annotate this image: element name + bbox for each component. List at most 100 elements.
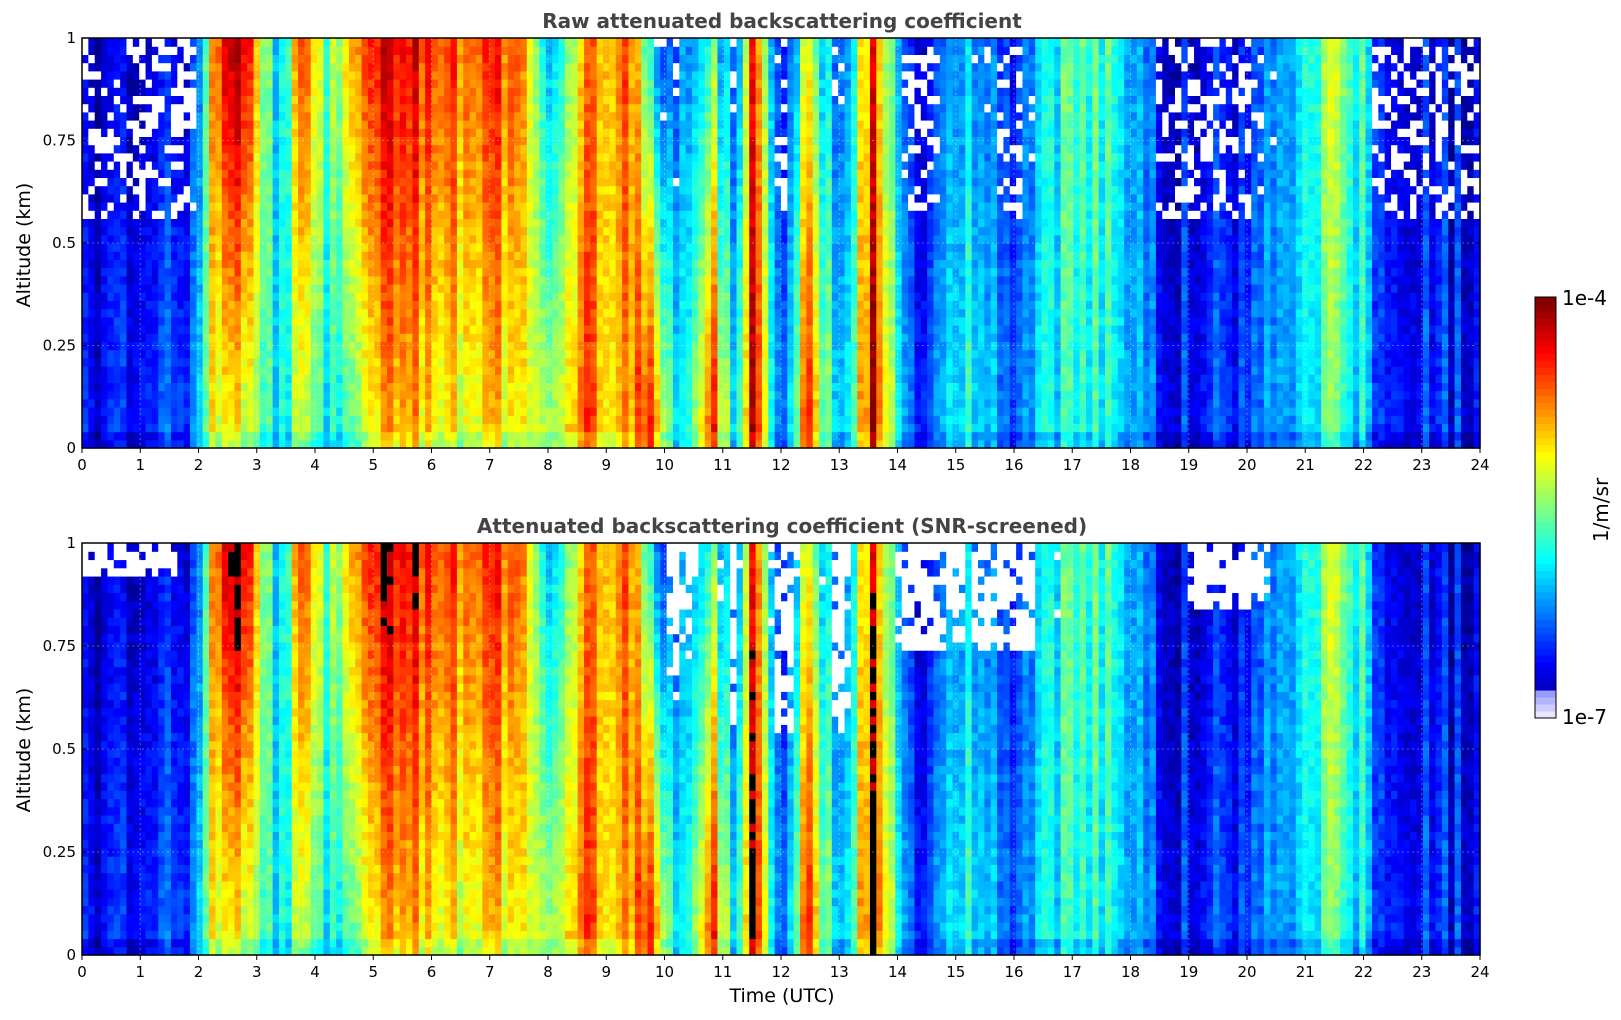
heatmap-cell <box>113 185 121 195</box>
heatmap-cell <box>329 423 337 433</box>
heatmap-cell <box>533 120 541 129</box>
heatmap-cell <box>177 333 185 342</box>
heatmap-cell <box>692 210 699 219</box>
heatmap-cell <box>596 357 604 367</box>
heatmap-cell <box>514 357 522 367</box>
heatmap-cell <box>145 120 153 129</box>
heatmap-cell <box>101 349 109 359</box>
heatmap-cell <box>539 46 547 55</box>
heatmap-cell <box>196 38 204 47</box>
heatmap-cell <box>634 267 642 277</box>
heatmap-cell <box>291 62 299 72</box>
heatmap-cell <box>399 300 407 310</box>
heatmap-cell <box>317 87 325 96</box>
heatmap-cell <box>577 267 585 277</box>
heatmap-cell <box>679 95 687 105</box>
heatmap-cell <box>304 177 312 187</box>
heatmap-cell <box>361 95 369 105</box>
heatmap-cell <box>545 38 553 47</box>
heatmap-cell <box>348 95 356 105</box>
heatmap-cell <box>647 226 655 236</box>
heatmap-cell <box>406 38 414 47</box>
heatmap-cell <box>552 185 560 195</box>
heatmap-cell <box>336 308 344 318</box>
heatmap-cell <box>520 103 528 113</box>
heatmap-cell <box>361 103 369 113</box>
heatmap-cell <box>183 185 191 195</box>
heatmap-cell <box>653 177 661 187</box>
heatmap-cell <box>132 54 140 64</box>
heatmap-cell <box>571 267 579 277</box>
heatmap-cell <box>380 169 388 178</box>
heatmap-cell <box>253 54 261 64</box>
heatmap-cell <box>444 161 452 170</box>
heatmap-cell <box>164 431 172 441</box>
heatmap-cell <box>647 128 655 137</box>
heatmap-cell <box>374 366 382 375</box>
heatmap-cell <box>704 357 712 367</box>
heatmap-cell <box>628 169 636 178</box>
heatmap-cell <box>202 136 210 146</box>
heatmap-cell <box>533 177 541 187</box>
heatmap-cell <box>418 349 426 359</box>
heatmap-cell <box>355 234 363 244</box>
heatmap-cell <box>374 316 382 326</box>
heatmap-cell <box>672 234 680 244</box>
heatmap-cell <box>215 46 223 55</box>
heatmap-cell <box>317 169 325 178</box>
heatmap-cell <box>698 70 706 80</box>
heatmap-cell <box>82 275 89 285</box>
heatmap-cell <box>196 226 204 236</box>
heatmap-cell <box>380 136 388 146</box>
heatmap-cell <box>209 169 217 178</box>
heatmap-cell <box>151 70 159 80</box>
heatmap-cell <box>164 398 172 408</box>
heatmap-cell <box>170 210 178 219</box>
heatmap-cell <box>501 169 509 178</box>
heatmap-cell <box>539 193 547 203</box>
heatmap-cell <box>622 177 630 187</box>
heatmap-cell <box>139 87 147 96</box>
heatmap-cell <box>221 144 229 154</box>
heatmap-cell <box>622 234 630 244</box>
heatmap-cell <box>228 374 236 383</box>
heatmap-cell <box>259 341 267 351</box>
heatmap-cell <box>266 226 274 236</box>
heatmap-cell <box>82 234 89 244</box>
heatmap-cell <box>533 111 541 121</box>
heatmap-cell <box>399 46 407 55</box>
heatmap-cell <box>101 423 109 433</box>
heatmap-cell <box>361 357 369 367</box>
heatmap-cell <box>393 79 401 88</box>
heatmap-cell <box>215 152 223 162</box>
heatmap-cell <box>463 407 471 416</box>
heatmap-cell <box>120 177 128 187</box>
heatmap-cell <box>418 423 426 433</box>
heatmap-cell <box>196 120 204 129</box>
heatmap-cell <box>113 144 121 154</box>
heatmap-cell <box>259 111 267 121</box>
heatmap-cell <box>113 161 121 170</box>
heatmap-cell <box>190 144 197 154</box>
heatmap-cell <box>336 226 344 236</box>
heatmap-cell <box>120 46 128 55</box>
heatmap-cell <box>501 308 509 318</box>
heatmap-cell <box>692 120 699 129</box>
heatmap-cell <box>520 70 528 80</box>
heatmap-cell <box>577 202 585 211</box>
heatmap-cell <box>571 439 579 449</box>
heatmap-cell <box>584 95 591 105</box>
heatmap-cell <box>412 349 420 359</box>
heatmap-cell <box>355 357 363 367</box>
heatmap-cell <box>641 349 649 359</box>
heatmap-cell <box>240 70 248 80</box>
heatmap-cell <box>622 193 630 203</box>
heatmap-cell <box>234 103 242 113</box>
heatmap-cell <box>450 423 458 433</box>
heatmap-cell <box>533 398 541 408</box>
heatmap-cell <box>209 70 217 80</box>
heatmap-cell <box>323 251 331 260</box>
heatmap-cell <box>704 202 712 211</box>
heatmap-cell <box>514 46 522 55</box>
heatmap-cell <box>653 267 661 277</box>
